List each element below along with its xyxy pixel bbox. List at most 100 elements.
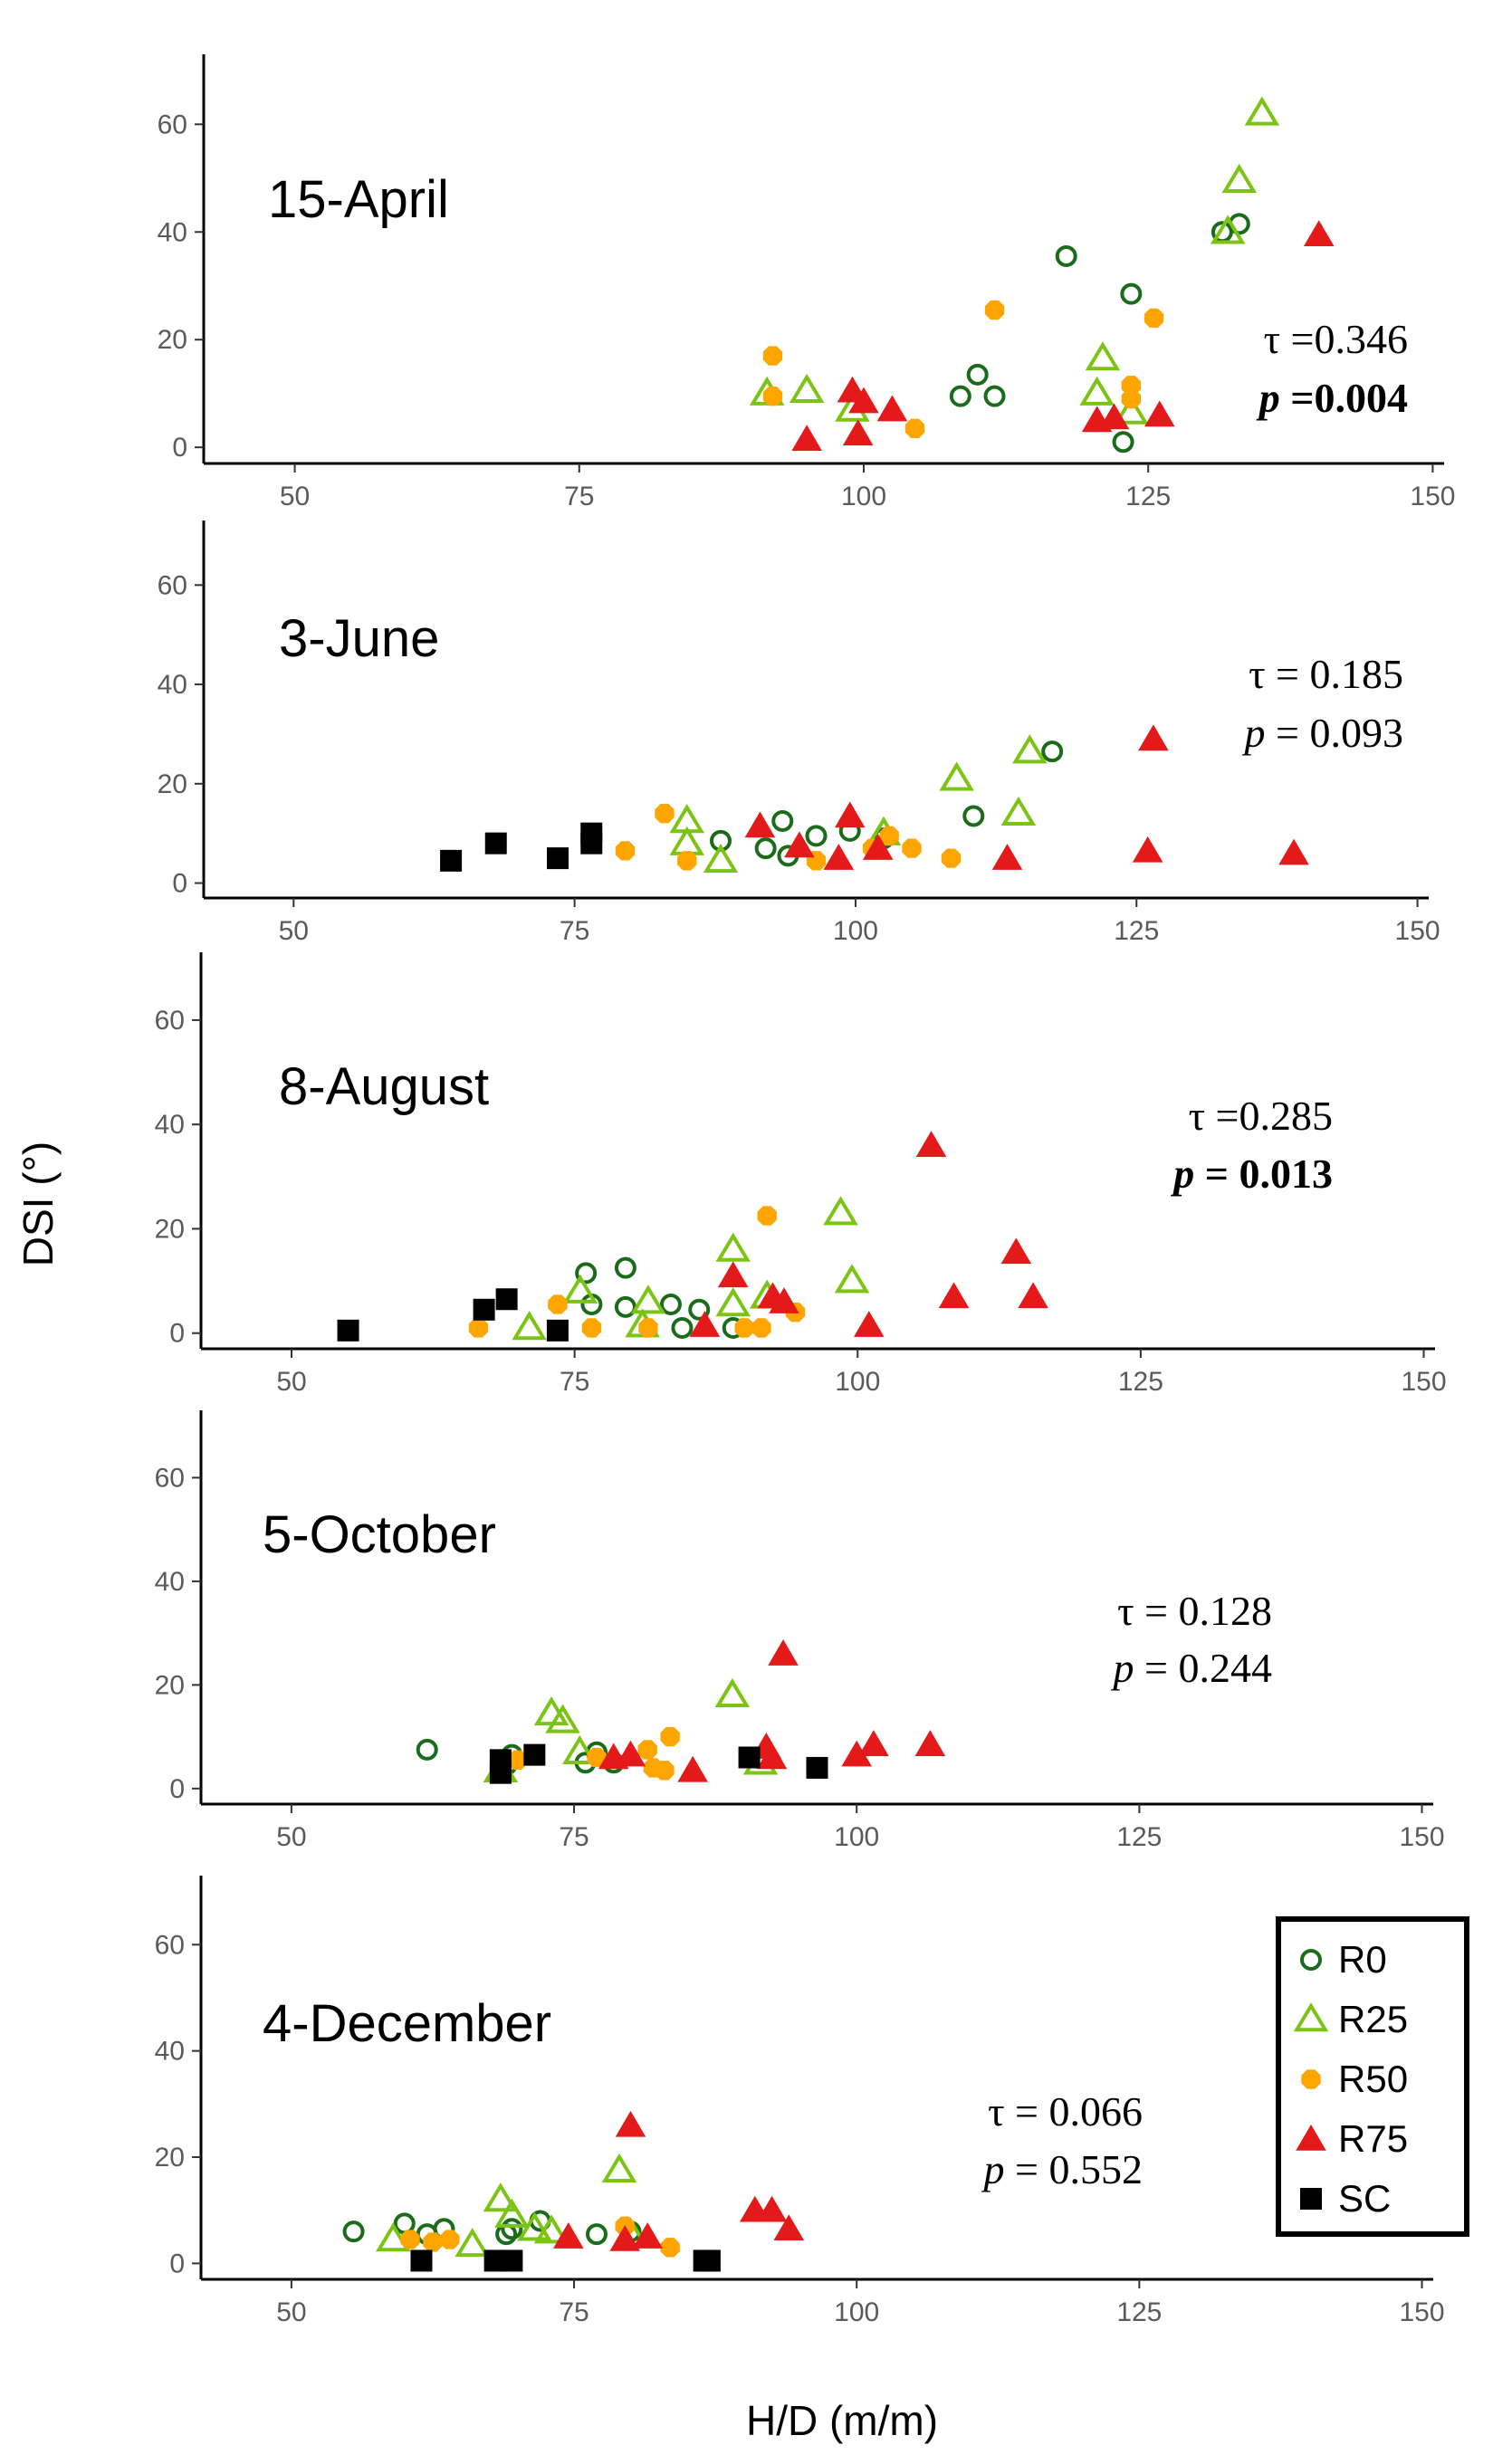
panel-4: 0 20 40 60 50 75 100 125 150 5-October τ = 0.128 p … xyxy=(155,1410,1445,1852)
point-sc xyxy=(501,2249,523,2272)
x-tick-label: 50 xyxy=(276,1367,306,1397)
series-r25 xyxy=(669,734,1048,874)
point-r75 xyxy=(991,844,1023,870)
y-tick-label: 60 xyxy=(158,110,187,139)
legend-items: R0 R25 R50 R75 SC xyxy=(1293,1938,1408,2220)
point-r0 xyxy=(771,809,794,832)
x-tick-label: 125 xyxy=(1118,1367,1163,1397)
y-tick-label: 0 xyxy=(169,1774,185,1804)
point-r75 xyxy=(677,1755,708,1782)
x-tick-label: 50 xyxy=(280,482,310,511)
point-r75 xyxy=(842,419,874,446)
series-r50 xyxy=(468,1206,806,1338)
tau-value: τ = 0.185 xyxy=(1249,651,1403,697)
y-tick-label: 40 xyxy=(155,1110,185,1140)
y-tick-label: 40 xyxy=(155,2037,185,2067)
x-tick-label: 75 xyxy=(560,916,589,946)
x-tick-label: 100 xyxy=(835,1367,880,1397)
point-r25 xyxy=(545,1704,580,1733)
point-r75 xyxy=(632,2222,664,2249)
legend-marker-r75 xyxy=(1296,2125,1326,2151)
p-symbol: p xyxy=(1256,375,1280,421)
point-r75 xyxy=(717,1261,749,1288)
point-r25 xyxy=(533,2214,569,2244)
x-tick-label: 150 xyxy=(1399,1822,1444,1852)
series-sc xyxy=(440,822,603,872)
point-r25 xyxy=(517,2211,552,2241)
y-tick-label: 40 xyxy=(158,217,187,247)
point-r75 xyxy=(834,801,866,828)
point-r25 xyxy=(1114,395,1149,425)
point-r75 xyxy=(1303,220,1335,247)
x-tick-label: 75 xyxy=(560,1367,589,1397)
x-tick-label: 75 xyxy=(559,2297,589,2327)
series-r0 xyxy=(575,1256,744,1339)
legend-item-r50: R50 xyxy=(1301,2058,1408,2100)
point-r75 xyxy=(1098,403,1130,430)
series-r50 xyxy=(615,804,962,871)
x-tick-label: 150 xyxy=(1395,916,1440,946)
point-r75 xyxy=(689,1311,721,1337)
point-r0 xyxy=(1112,431,1134,454)
x-tick-label: 150 xyxy=(1410,482,1455,511)
series-sc xyxy=(337,1288,569,1342)
point-r0 xyxy=(754,837,777,860)
legend-item-sc: SC xyxy=(1300,2177,1391,2220)
point-r0 xyxy=(342,2220,365,2243)
point-r75 xyxy=(598,1743,629,1770)
point-r50 xyxy=(587,1747,607,1768)
x-tick-label: 100 xyxy=(834,1822,879,1852)
point-r75 xyxy=(848,387,879,414)
point-r50 xyxy=(655,804,675,824)
point-r75 xyxy=(744,811,776,838)
point-sc xyxy=(698,2249,721,2272)
panel-title: 4-December xyxy=(263,1994,551,2053)
panel-2: 0 20 40 60 50 75 100 125 150 3-June τ = 0.185 p = 0… xyxy=(158,520,1440,946)
point-r50 xyxy=(879,826,899,846)
point-r75 xyxy=(823,844,855,870)
panel-3: 0 20 40 60 50 75 100 125 150 8-August τ =0.285 p = … xyxy=(155,952,1447,1397)
point-r0 xyxy=(983,385,1006,407)
x-tick-label: 50 xyxy=(279,916,309,946)
panel-title: 3-June xyxy=(279,609,439,668)
point-r75 xyxy=(1144,400,1175,427)
point-r0 xyxy=(671,1316,694,1339)
point-r75 xyxy=(615,2110,646,2137)
p-number: = 0.013 xyxy=(1194,1151,1333,1197)
y-tick-label: 20 xyxy=(158,325,187,355)
point-r25 xyxy=(1079,376,1115,406)
point-r25 xyxy=(512,1311,547,1341)
point-r75 xyxy=(862,834,894,860)
point-r50 xyxy=(1144,308,1164,329)
point-r50 xyxy=(638,1318,658,1338)
point-r0 xyxy=(416,1738,438,1761)
point-r75 xyxy=(1018,1282,1048,1309)
point-r75 xyxy=(915,1131,947,1158)
point-r25 xyxy=(1012,734,1048,764)
point-r50 xyxy=(660,2238,680,2258)
p-value: p = 0.552 xyxy=(981,2146,1143,2192)
point-r25 xyxy=(1244,96,1280,126)
x-tick-label: 125 xyxy=(1116,1822,1162,1852)
series-r50 xyxy=(762,300,1164,439)
point-sc xyxy=(337,1319,359,1342)
x-tick-label: 125 xyxy=(1114,916,1159,946)
x-tick-label: 50 xyxy=(276,2297,306,2327)
y-tick-label: 20 xyxy=(155,2143,185,2173)
tau-value: τ =0.346 xyxy=(1264,316,1408,362)
p-symbol: p xyxy=(1111,1645,1134,1691)
point-r25 xyxy=(630,1285,666,1314)
y-tick-label: 0 xyxy=(172,869,187,899)
point-sc xyxy=(484,832,507,855)
point-r75 xyxy=(756,2195,788,2222)
point-r0 xyxy=(1055,245,1077,268)
y-tick-label: 0 xyxy=(172,433,187,463)
point-r25 xyxy=(834,1264,870,1294)
point-r25 xyxy=(1000,796,1037,826)
p-value: p =0.004 xyxy=(1256,375,1408,421)
point-r75 xyxy=(756,1743,788,1770)
point-r0 xyxy=(659,1294,682,1316)
series-r75 xyxy=(689,1131,1048,1337)
point-r75 xyxy=(1132,836,1163,863)
point-sc xyxy=(523,1743,546,1766)
